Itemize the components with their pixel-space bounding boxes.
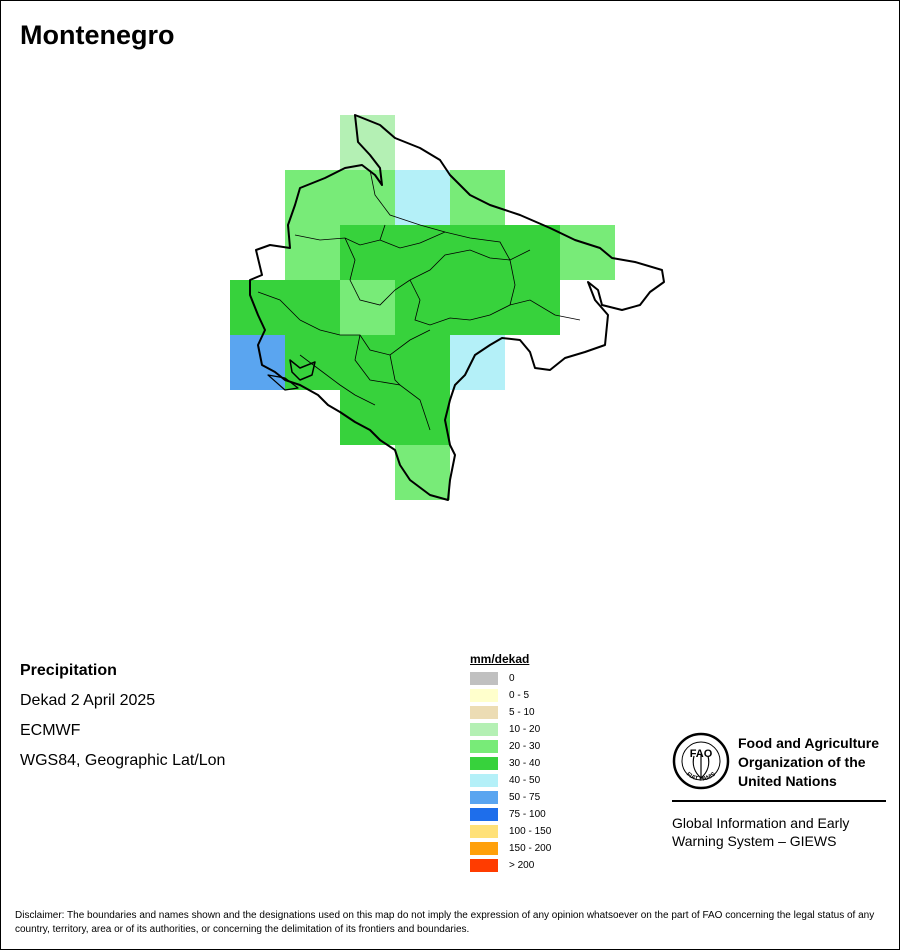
internal-boundary <box>257 291 301 321</box>
legend-label: 150 - 200 <box>509 843 552 854</box>
admin-boundaries <box>257 169 581 431</box>
legend-row: 100 - 150 <box>470 823 551 840</box>
legend: mm/dekad 0 0 - 5 5 - 10 10 - 20 20 - 30 … <box>470 652 551 874</box>
legend-rows: 0 0 - 5 5 - 10 10 - 20 20 - 30 30 - 40 4… <box>470 670 551 874</box>
map-title: Montenegro <box>20 20 175 50</box>
legend-label: 40 - 50 <box>509 775 541 786</box>
internal-boundary <box>299 354 376 406</box>
period-label: Dekad 2 April 2025 <box>20 692 156 709</box>
grid-cell <box>395 390 450 445</box>
projection-label: WGS84, Geographic Lat/Lon <box>20 752 226 769</box>
legend-swatch <box>470 672 498 685</box>
variable-label: Precipitation <box>20 662 117 679</box>
internal-boundary <box>419 231 511 261</box>
legend-row: 10 - 20 <box>470 721 551 738</box>
legend-label: 50 - 75 <box>509 792 541 803</box>
legend-label: 20 - 30 <box>509 741 541 752</box>
internal-boundary <box>389 354 401 386</box>
legend-swatch <box>470 689 498 702</box>
legend-swatch <box>470 706 498 719</box>
legend-row: 30 - 40 <box>470 755 551 772</box>
grid-cell <box>340 335 395 390</box>
legend-label: 0 - 5 <box>509 690 530 701</box>
logo-divider <box>672 800 886 802</box>
legend-row: 0 - 5 <box>470 687 551 704</box>
legend-title: mm/dekad <box>470 652 530 666</box>
legend-swatch <box>470 757 498 770</box>
grid-cell <box>395 445 450 500</box>
legend-swatch <box>470 740 498 753</box>
grid-cell <box>450 280 505 335</box>
internal-boundary <box>509 259 581 321</box>
internal-boundary <box>379 224 386 241</box>
legend-row: 20 - 30 <box>470 738 551 755</box>
grid-cell <box>450 170 505 225</box>
grid-cell <box>340 280 395 335</box>
grid-cell <box>285 170 340 225</box>
legend-row: 50 - 75 <box>470 789 551 806</box>
legend-row: 75 - 100 <box>470 806 551 823</box>
organization-name: Food and Agriculture Organization of the… <box>738 735 880 789</box>
internal-boundary <box>299 319 431 356</box>
legend-row: 40 - 50 <box>470 772 551 789</box>
internal-boundary <box>344 237 411 306</box>
map-info: Precipitation Dekad 2 April 2025 ECMWF W… <box>20 656 225 776</box>
legend-row: 150 - 200 <box>470 840 551 857</box>
legend-swatch <box>470 842 498 855</box>
internal-boundary <box>369 169 446 233</box>
grid-cell <box>505 225 560 280</box>
emblem-motto: FIAT PANIS <box>685 772 717 783</box>
legend-label: 100 - 150 <box>509 826 552 837</box>
legend-swatch <box>470 723 498 736</box>
legend-label: 10 - 20 <box>509 724 541 735</box>
legend-label: 75 - 100 <box>509 809 546 820</box>
source-label: ECMWF <box>20 722 81 739</box>
grid-cell <box>340 115 395 170</box>
legend-swatch <box>470 808 498 821</box>
legend-label: 5 - 10 <box>509 707 535 718</box>
fao-emblem-icon: FAO FIAT PANIS <box>672 732 730 790</box>
internal-boundary <box>354 334 431 431</box>
legend-row: 0 <box>470 670 551 687</box>
grid-cell <box>395 280 450 335</box>
emblem-letters: FAO <box>690 748 713 760</box>
country-outline <box>249 114 665 501</box>
legend-label: > 200 <box>509 860 535 871</box>
legend-row: > 200 <box>470 857 551 874</box>
grid-cell <box>230 280 285 335</box>
legend-label: 0 <box>509 673 515 684</box>
legend-row: 5 - 10 <box>470 704 551 721</box>
grid-cell <box>395 335 450 390</box>
legend-swatch <box>470 825 498 838</box>
legend-swatch <box>470 791 498 804</box>
disclaimer: Disclaimer: The boundaries and names sho… <box>15 910 875 935</box>
grid-cell <box>340 170 395 225</box>
legend-swatch <box>470 774 498 787</box>
legend-label: 30 - 40 <box>509 758 541 769</box>
map-canvas <box>230 114 665 501</box>
legend-swatch <box>470 859 498 872</box>
grid-cell <box>505 280 560 335</box>
precipitation-grid <box>230 115 615 500</box>
giews-name: Global Information and Early Warning Sys… <box>672 815 850 849</box>
internal-boundary <box>294 234 421 249</box>
internal-boundary <box>409 279 511 326</box>
grid-cell <box>340 225 395 280</box>
grid-cell <box>285 280 340 335</box>
grid-cell <box>230 335 285 390</box>
grid-cell <box>395 170 450 225</box>
grid-cell <box>285 225 340 280</box>
